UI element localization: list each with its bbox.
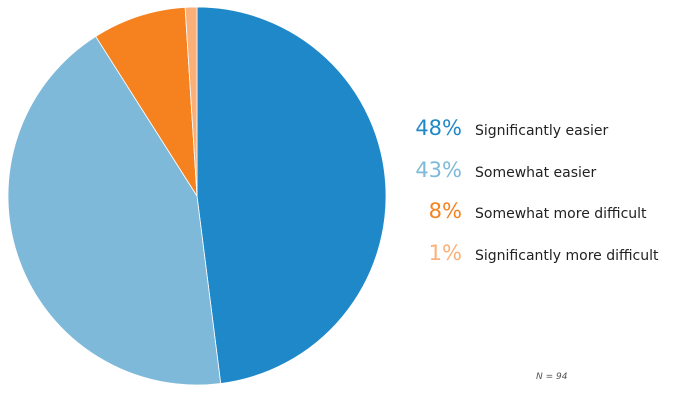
pie-slice-1 xyxy=(196,6,387,384)
legend-label: Somewhat easier xyxy=(475,164,597,181)
legend-label: Somewhat more difficult xyxy=(475,206,647,222)
legend-item: 1% Significantly more difficult xyxy=(405,241,670,283)
pie-slice-3 xyxy=(95,6,198,197)
legend-value: 1% xyxy=(428,240,462,265)
sample-size-note: N = 94 xyxy=(536,372,568,382)
legend-value: 48% xyxy=(415,116,462,140)
pie-slice-2 xyxy=(7,35,222,386)
legend-value: 8% xyxy=(428,199,462,223)
legend-label: Significantly easier xyxy=(475,123,609,139)
pie-chart xyxy=(7,6,387,386)
legend-item: 8% Somewhat more difficult xyxy=(405,199,670,241)
legend: 48% Significantly easier 43% Somewhat ea… xyxy=(405,116,670,282)
legend-value: 43% xyxy=(415,157,462,182)
legend-label: Significantly more difficult xyxy=(475,247,659,264)
pie-slice-4 xyxy=(184,6,198,197)
legend-item: 43% Somewhat easier xyxy=(405,158,670,200)
legend-item: 48% Significantly easier xyxy=(405,116,670,158)
